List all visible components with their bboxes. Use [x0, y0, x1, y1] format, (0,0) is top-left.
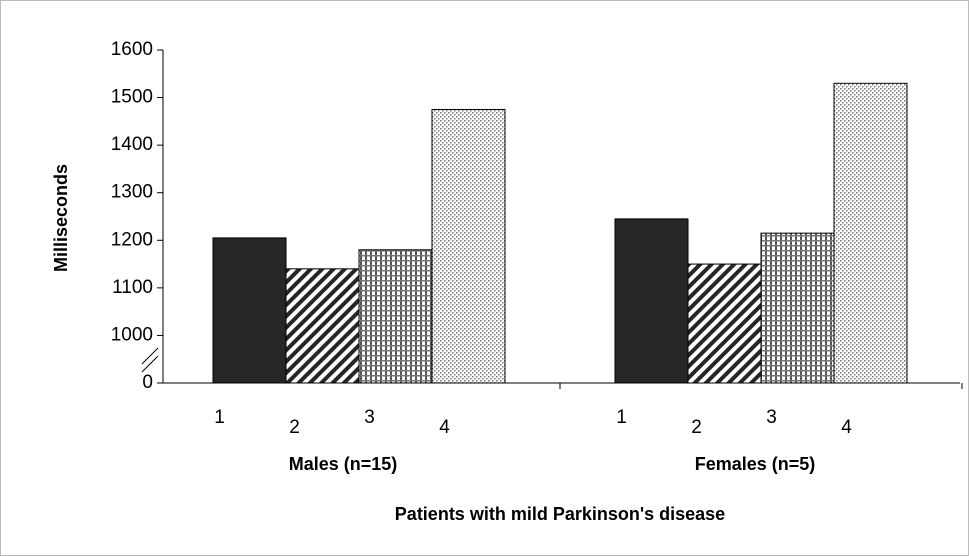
y-tick-label: 1500 — [111, 87, 153, 108]
bar-label: 3 — [766, 407, 777, 428]
bar — [833, 82, 908, 384]
category-label: Females (n=5) — [695, 454, 816, 474]
bar — [760, 232, 835, 384]
bar — [212, 237, 287, 384]
y-tick-label: 1100 — [112, 277, 153, 298]
axis-break — [141, 355, 159, 373]
axis-break — [141, 347, 159, 365]
bar-label: 1 — [214, 407, 225, 428]
bar — [358, 249, 433, 384]
category-label: Males (n=15) — [289, 454, 398, 474]
x-axis-title: Patients with mild Parkinson's disease — [395, 504, 725, 524]
y-tick-label: 1200 — [111, 229, 153, 250]
bar — [614, 218, 689, 384]
bar — [285, 268, 360, 384]
bar — [431, 108, 506, 384]
bar-label: 2 — [289, 417, 300, 438]
y-tick-label: 1300 — [111, 182, 153, 203]
bar — [687, 263, 762, 384]
bar-label: 1 — [616, 407, 627, 428]
bar-label: 4 — [439, 417, 450, 438]
bar-label: 4 — [841, 417, 852, 438]
y-tick-label: 0 — [142, 372, 153, 393]
y-tick-label: 1600 — [111, 39, 153, 60]
bar-label: 3 — [364, 407, 375, 428]
y-tick-label: 1000 — [111, 324, 153, 345]
y-tick-label: 1400 — [111, 134, 153, 155]
bar-label: 2 — [691, 417, 702, 438]
y-axis-title: Milliseconds — [51, 164, 71, 272]
